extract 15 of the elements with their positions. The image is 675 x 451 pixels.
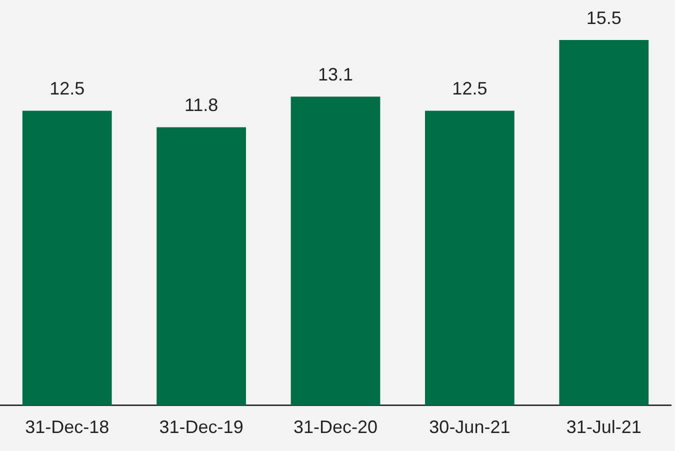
x-tick-label: 31-Dec-18	[25, 417, 110, 438]
x-tick-label: 31-Dec-19	[159, 417, 244, 438]
x-tick-label: 31-Jul-21	[566, 417, 642, 438]
data-label: 15.5	[586, 8, 622, 28]
data-label: 12.5	[452, 78, 488, 99]
bar	[22, 110, 112, 406]
bar	[156, 127, 246, 406]
x-tick-label: 31-Dec-20	[293, 417, 378, 438]
data-label: 11.8	[184, 95, 218, 116]
data-label: 13.1	[318, 64, 354, 85]
bar	[425, 110, 514, 406]
bar	[559, 40, 649, 406]
x-tick-label: 30-Jun-21	[429, 417, 510, 438]
bar	[290, 96, 380, 406]
data-label: 12.5	[50, 78, 85, 99]
